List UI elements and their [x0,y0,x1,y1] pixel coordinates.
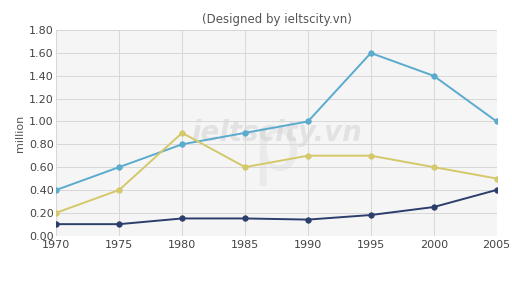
Car theft [431,74,437,78]
House burgling [494,177,500,180]
House burgling [368,154,374,158]
Text: ieltscity.vn: ieltscity.vn [191,119,362,147]
Title: (Designed by ieltscity.vn): (Designed by ieltscity.vn) [202,13,351,26]
Car theft [242,131,248,135]
Car theft [179,143,185,146]
Street robbery [494,188,500,192]
Text: p: p [252,112,301,186]
House burgling [431,165,437,169]
Car theft [494,120,500,123]
Car theft [116,165,122,169]
Legend: Car theft, House burgling, Street robbery: Car theft, House burgling, Street robber… [109,297,444,302]
Car theft [368,51,374,55]
Street robbery [242,217,248,220]
Street robbery [116,222,122,226]
Street robbery [179,217,185,220]
Line: House burgling: House burgling [54,130,499,216]
House burgling [242,165,248,169]
Line: Street robbery: Street robbery [54,187,499,227]
Line: Car theft: Car theft [54,50,499,193]
House burgling [116,188,122,192]
House burgling [53,211,59,214]
Street robbery [431,205,437,209]
Street robbery [53,222,59,226]
Car theft [53,188,59,192]
House burgling [305,154,311,158]
Street robbery [305,218,311,221]
Y-axis label: million: million [15,114,25,152]
House burgling [179,131,185,135]
Car theft [305,120,311,123]
Street robbery [368,213,374,217]
